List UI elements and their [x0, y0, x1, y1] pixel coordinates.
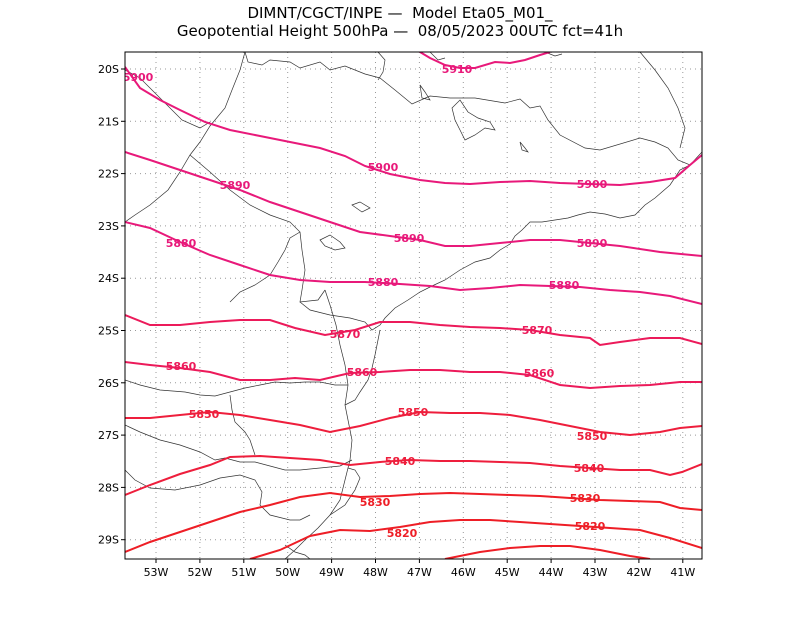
label-5910: 5910: [442, 63, 473, 76]
label-5850-east: 5850: [577, 430, 608, 443]
lat-label: 24S: [98, 272, 119, 285]
label-5820-east: 5820: [575, 520, 606, 533]
lon-label: 52W: [187, 566, 212, 579]
map-frame: [124, 51, 703, 560]
label-5900-east: 5900: [577, 178, 608, 191]
contour-5860: [125, 361, 702, 390]
contour-labels: 5910 5900 5900 5900 5890 5890 5890 5880 …: [123, 63, 608, 540]
coastline-and-borders: [125, 52, 702, 559]
label-5890-east: 5890: [577, 237, 608, 250]
label-5840-center: 5840: [385, 455, 416, 468]
lat-label: 27S: [98, 429, 119, 442]
lat-label: 26S: [98, 377, 119, 390]
label-5890-west: 5890: [220, 179, 251, 192]
contour-5850: [125, 410, 702, 437]
lat-label: 22S: [98, 168, 119, 181]
lakes: [319, 52, 563, 251]
label-5850-west: 5850: [189, 408, 220, 421]
label-5830-east: 5830: [570, 492, 601, 505]
lon-label: 53W: [144, 566, 169, 579]
label-5840-east: 5840: [574, 462, 605, 475]
label-5860-center: 5860: [347, 366, 378, 379]
lat-label: 25S: [98, 325, 119, 338]
contour-5910: [419, 52, 551, 69]
lon-label: 51W: [231, 566, 256, 579]
label-5900-west: 5900: [123, 71, 154, 84]
lon-label: 48W: [363, 566, 388, 579]
lat-label: 21S: [98, 115, 119, 128]
lon-label: 50W: [275, 566, 300, 579]
contour-5870: [125, 314, 702, 347]
label-5880-center: 5880: [368, 276, 399, 289]
label-5880-east: 5880: [549, 279, 580, 292]
contour-5840: [125, 454, 702, 496]
contour-5880: [125, 221, 702, 305]
contour-5900: [125, 66, 702, 187]
contour-5820: [249, 519, 702, 559]
axis-ticks: 20S 21S 22S 23S 24S 25S 26S 27S 28S 29S 53W 52W 51W 5…: [98, 63, 695, 579]
title-line-1: DIMNT/CGCT/INPE — Model Eta05_M01_: [247, 4, 553, 22]
title-line-2: Geopotential Height 500hPa — 08/05/2023 …: [176, 22, 624, 40]
contour-5830: [125, 491, 702, 553]
label-5870-east: 5870: [522, 324, 553, 337]
label-5860-east: 5860: [524, 367, 555, 380]
lat-label: 29S: [98, 534, 119, 547]
label-5900-center: 5900: [368, 161, 399, 174]
label-5850-center: 5850: [398, 406, 429, 419]
lon-label: 45W: [495, 566, 520, 579]
label-5830-center: 5830: [360, 496, 391, 509]
label-5820-center: 5820: [387, 527, 418, 540]
lat-label: 20S: [98, 63, 119, 76]
lon-label: 47W: [407, 566, 432, 579]
label-5870-center: 5870: [330, 328, 361, 341]
label-5890-center: 5890: [394, 232, 425, 245]
contours: [125, 52, 702, 559]
lon-label: 49W: [319, 566, 344, 579]
lat-label: 28S: [98, 481, 119, 494]
contour-5810: [444, 545, 651, 559]
label-5880-west: 5880: [166, 237, 197, 250]
lon-label: 44W: [539, 566, 564, 579]
label-5860-west: 5860: [166, 360, 197, 373]
lon-label: 41W: [670, 566, 695, 579]
lat-label: 23S: [98, 220, 119, 233]
graticule: [125, 52, 702, 559]
lon-label: 42W: [626, 566, 651, 579]
lon-label: 46W: [451, 566, 476, 579]
lon-label: 43W: [583, 566, 608, 579]
contour-5890: [125, 151, 702, 257]
map-title: DIMNT/CGCT/INPE — Model Eta05_M01_ Geopo…: [0, 4, 800, 40]
